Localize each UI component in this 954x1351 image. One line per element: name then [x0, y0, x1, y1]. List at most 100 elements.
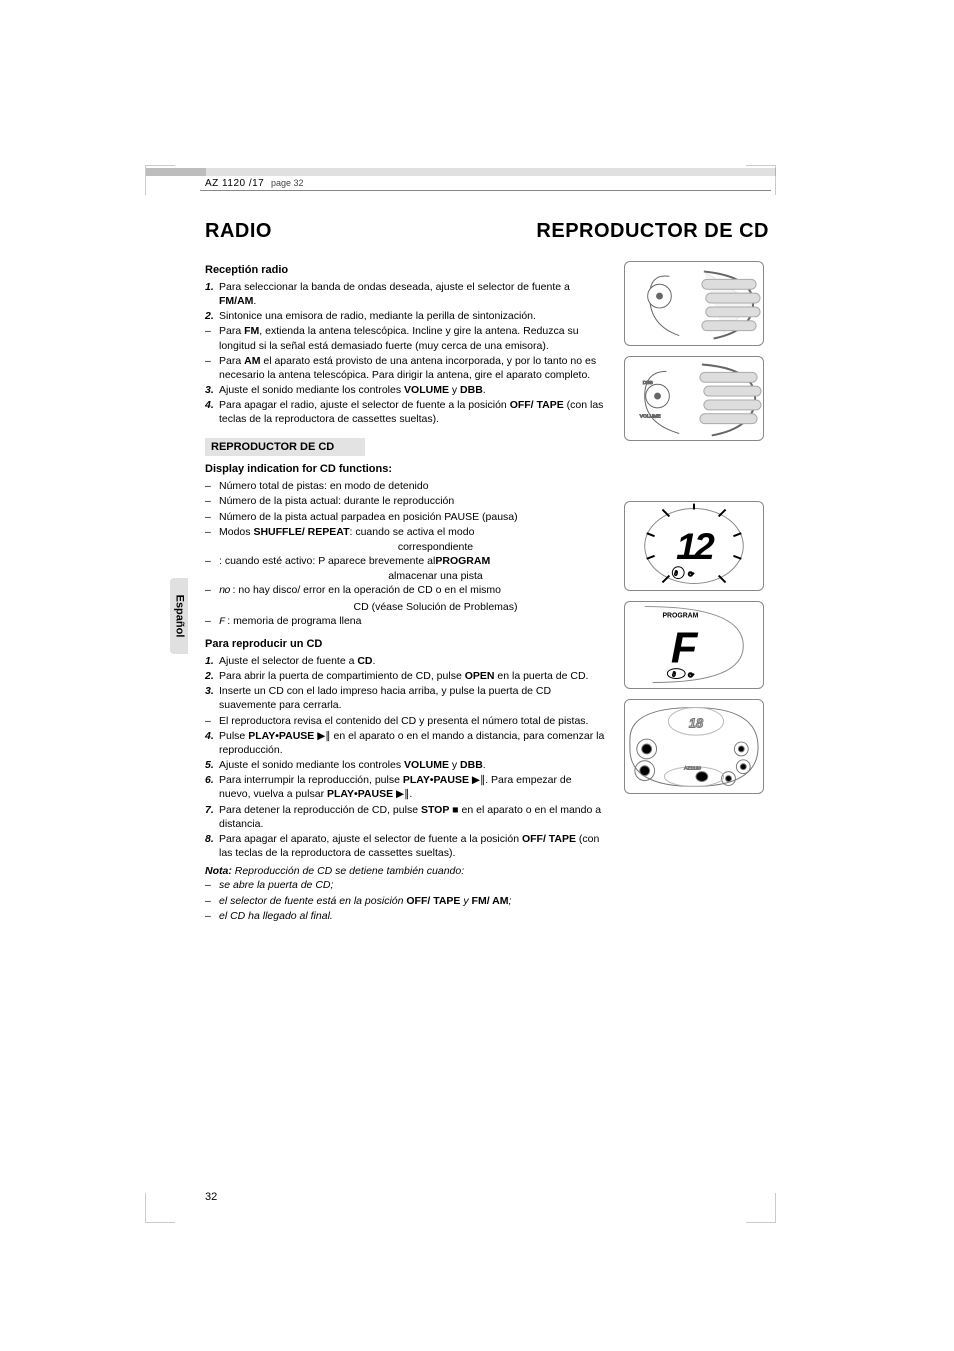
step-number: 7. — [205, 803, 219, 831]
item-body: Para apagar el radio, ajuste el selector… — [219, 398, 606, 426]
step-number: 2. — [205, 669, 219, 683]
list-item: –se abre la puerta de CD; — [205, 878, 606, 892]
item-body: no : no hay disco/ error en la operación… — [219, 583, 606, 598]
list-item: –: cuando esté activo: P aparece breveme… — [205, 554, 606, 568]
step-number: 3. — [205, 383, 219, 397]
list-item: 7.Para detener la reproducción de CD, pu… — [205, 803, 606, 831]
list-item: –Para AM el aparato está provisto de una… — [205, 354, 606, 382]
illus-spacer — [624, 451, 769, 501]
dash-bullet: – — [205, 494, 219, 508]
list-item: –no : no hay disco/ error en la operació… — [205, 583, 606, 598]
item-body: Para FM, extienda la antena telescópica.… — [219, 324, 606, 352]
illus-volume: DBB VOLUME — [624, 356, 764, 441]
list-item: 1.Para seleccionar la banda de ondas des… — [205, 280, 606, 308]
list-item: 4.Pulse PLAY•PAUSE ▶∥ en el aparato o en… — [205, 729, 606, 757]
svg-text:VOLUME: VOLUME — [640, 414, 661, 420]
dash-bullet: – — [205, 614, 219, 629]
selector-svg — [625, 261, 763, 346]
continuation: correspondiente — [205, 540, 606, 554]
dash-bullet: – — [205, 525, 219, 539]
note-lead: Reproducción de CD se detiene también cu… — [232, 865, 464, 877]
program-label: PROGRAM — [662, 612, 698, 619]
note-items: –se abre la puerta de CD;–el selector de… — [205, 878, 606, 923]
item-body: el selector de fuente está en la posició… — [219, 894, 606, 908]
step-number: 1. — [205, 280, 219, 308]
list-item: 1.Ajuste el selector de fuente a CD. — [205, 654, 606, 668]
item-body: Para detener la reproducción de CD, puls… — [219, 803, 606, 831]
item-body: Para interrumpir la reproducción, pulse … — [219, 773, 606, 801]
list-item: –El reproductora revisa el contenido del… — [205, 714, 606, 728]
step-number: 6. — [205, 773, 219, 801]
list-item: 3.Ajuste el sonido mediante los controle… — [205, 383, 606, 397]
dash-bullet: – — [205, 554, 219, 568]
step-number: 4. — [205, 398, 219, 426]
list-item: –F : memoria de programa llena — [205, 614, 606, 629]
dash-bullet: – — [205, 354, 219, 382]
item-body: Ajuste el sonido mediante los controles … — [219, 383, 606, 397]
svg-text:∂: ∂ — [674, 571, 677, 578]
illus-selector-top — [624, 261, 764, 346]
play-steps: 1.Ajuste el selector de fuente a CD.2.Pa… — [205, 654, 606, 860]
step-number: 5. — [205, 758, 219, 772]
display-f: F — [671, 625, 699, 673]
list-item: 5.Ajuste el sonido mediante los controle… — [205, 758, 606, 772]
note-line: Nota: Reproducción de CD se detiene tamb… — [205, 864, 606, 878]
item-body: F : memoria de programa llena — [219, 614, 606, 629]
heading-play: Para reproducir un CD — [205, 637, 606, 652]
header-rule — [200, 190, 771, 191]
illus-display-f: PROGRAM F ∂ ⟳ — [624, 601, 764, 689]
item-body: Número total de pistas: en modo de deten… — [219, 479, 606, 493]
list-item: –Número de la pista actual: durante le r… — [205, 494, 606, 508]
list-item: –el selector de fuente está en la posici… — [205, 894, 606, 908]
item-body: Inserte un CD con el lado impreso hacia … — [219, 684, 606, 712]
page-number: 32 — [205, 1191, 217, 1203]
svg-text:∂: ∂ — [672, 672, 675, 679]
step-number: 8. — [205, 832, 219, 860]
title-radio: RADIO — [205, 220, 272, 243]
heading-display: Display indication for CD functions: — [205, 462, 606, 477]
list-item: 8.Para apagar el aparato, ajuste el sele… — [205, 832, 606, 860]
step-number: 1. — [205, 654, 219, 668]
item-body: Ajuste el selector de fuente a CD. — [219, 654, 606, 668]
display12-svg: 12 ∂ ⟳ — [625, 501, 763, 591]
top-bar-light — [206, 168, 776, 176]
illus-device: 18 AZ1120 — [624, 699, 764, 794]
running-header: AZ 1120 /17 page 32 — [205, 178, 304, 189]
item-body: Sintonice una emisora de radio, mediante… — [219, 309, 606, 323]
device-svg: 18 AZ1120 — [625, 699, 763, 794]
dash-bullet: – — [205, 878, 219, 892]
list-item: 6.Para interrumpir la reproducción, puls… — [205, 773, 606, 801]
item-body: El reproductora revisa el contenido del … — [219, 714, 606, 728]
svg-text:18: 18 — [689, 715, 704, 730]
item-body: Pulse PLAY•PAUSE ▶∥ en el aparato o en e… — [219, 729, 606, 757]
item-body: el CD ha llegado al final. — [219, 909, 606, 923]
dash-bullet: – — [205, 583, 219, 598]
illus-display-12: 12 ∂ ⟳ — [624, 501, 764, 591]
language-label: Español — [173, 595, 185, 638]
dash-bullet: – — [205, 510, 219, 524]
list-item: 2.Para abrir la puerta de compartimiento… — [205, 669, 606, 683]
text-column: Receptión radio 1.Para seleccionar la ba… — [205, 261, 606, 924]
item-body: Modos SHUFFLE/ REPEAT: cuando se activa … — [219, 525, 606, 539]
section-titles: RADIO REPRODUCTOR DE CD — [205, 220, 769, 243]
model-number: AZ 1120 /17 — [205, 178, 264, 189]
svg-text:AZ1120: AZ1120 — [684, 766, 701, 772]
list-item: –Número de la pista actual parpadea en p… — [205, 510, 606, 524]
list-item: 4.Para apagar el radio, ajuste el select… — [205, 398, 606, 426]
item-body: Número de la pista actual: durante le re… — [219, 494, 606, 508]
dash-bullet: – — [205, 324, 219, 352]
note-label: Nota: — [205, 865, 232, 877]
radio-steps: 1.Para seleccionar la banda de ondas des… — [205, 280, 606, 427]
item-body: : cuando esté activo: P aparece brevemen… — [219, 554, 606, 568]
top-bar — [0, 168, 954, 176]
continuation: almacenar una pista — [205, 569, 606, 583]
language-tab: Español — [170, 578, 188, 654]
svg-text:DBB: DBB — [643, 380, 654, 386]
item-body: Número de la pista actual parpadea en po… — [219, 510, 606, 524]
cd-section-box: REPRODUCTOR DE CD — [205, 438, 365, 457]
list-item: 2.Sintonice una emisora de radio, median… — [205, 309, 606, 323]
crop-mark — [145, 1193, 175, 1223]
svg-text:⟳: ⟳ — [688, 572, 694, 579]
list-item: –Para FM, extienda la antena telescópica… — [205, 324, 606, 352]
item-body: Para apagar el aparato, ajuste el select… — [219, 832, 606, 860]
